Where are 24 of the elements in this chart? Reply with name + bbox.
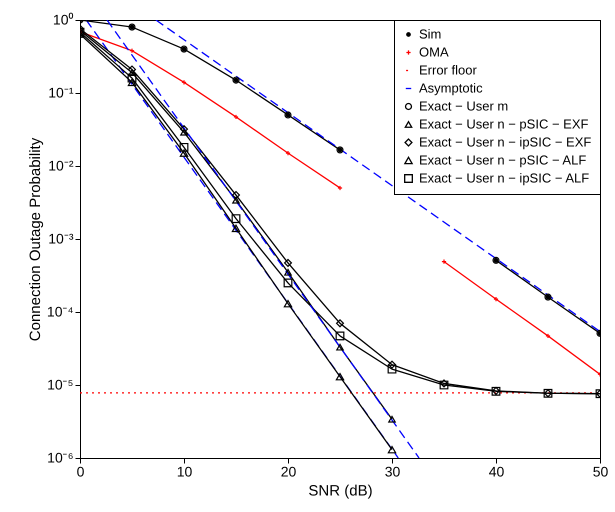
x-tick-label: 50: [592, 464, 608, 480]
legend-label: Asymptotic: [419, 80, 484, 96]
y-tick-label: 10⁻¹: [48, 84, 74, 100]
x-tick-label: 30: [384, 464, 400, 480]
legend-label: Exact − User n − pSIC − EXF: [419, 116, 588, 132]
legend-label: Sim: [419, 26, 442, 42]
legend-label: Exact − User n − pSIC − ALF: [419, 152, 586, 168]
y-tick-label: 10⁰: [52, 12, 74, 28]
legend-label: Exact − User m: [419, 98, 508, 114]
x-axis-title: SNR (dB): [308, 482, 373, 500]
legend-label: Error floor: [419, 62, 478, 78]
y-tick-label: 10⁻⁴: [46, 304, 74, 320]
x-tick-label: 20: [280, 464, 296, 480]
y-tick-label: 10⁻³: [48, 230, 74, 246]
y-axis-title: Connection Outage Probability: [26, 137, 44, 342]
y-tick-label: 10⁻²: [48, 158, 74, 174]
legend-label: Exact − User n − ipSIC − EXF: [419, 134, 592, 150]
x-tick-label: 10: [176, 464, 192, 480]
x-tick-label: 40: [488, 464, 504, 480]
y-tick-label: 10⁻⁵: [47, 376, 74, 392]
x-tick-label: 0: [76, 464, 85, 480]
y-tick-label: 10⁻⁶: [47, 450, 74, 466]
legend-label: OMA: [419, 44, 449, 60]
legend-label: Exact − User n − ipSIC − ALF: [419, 170, 590, 186]
